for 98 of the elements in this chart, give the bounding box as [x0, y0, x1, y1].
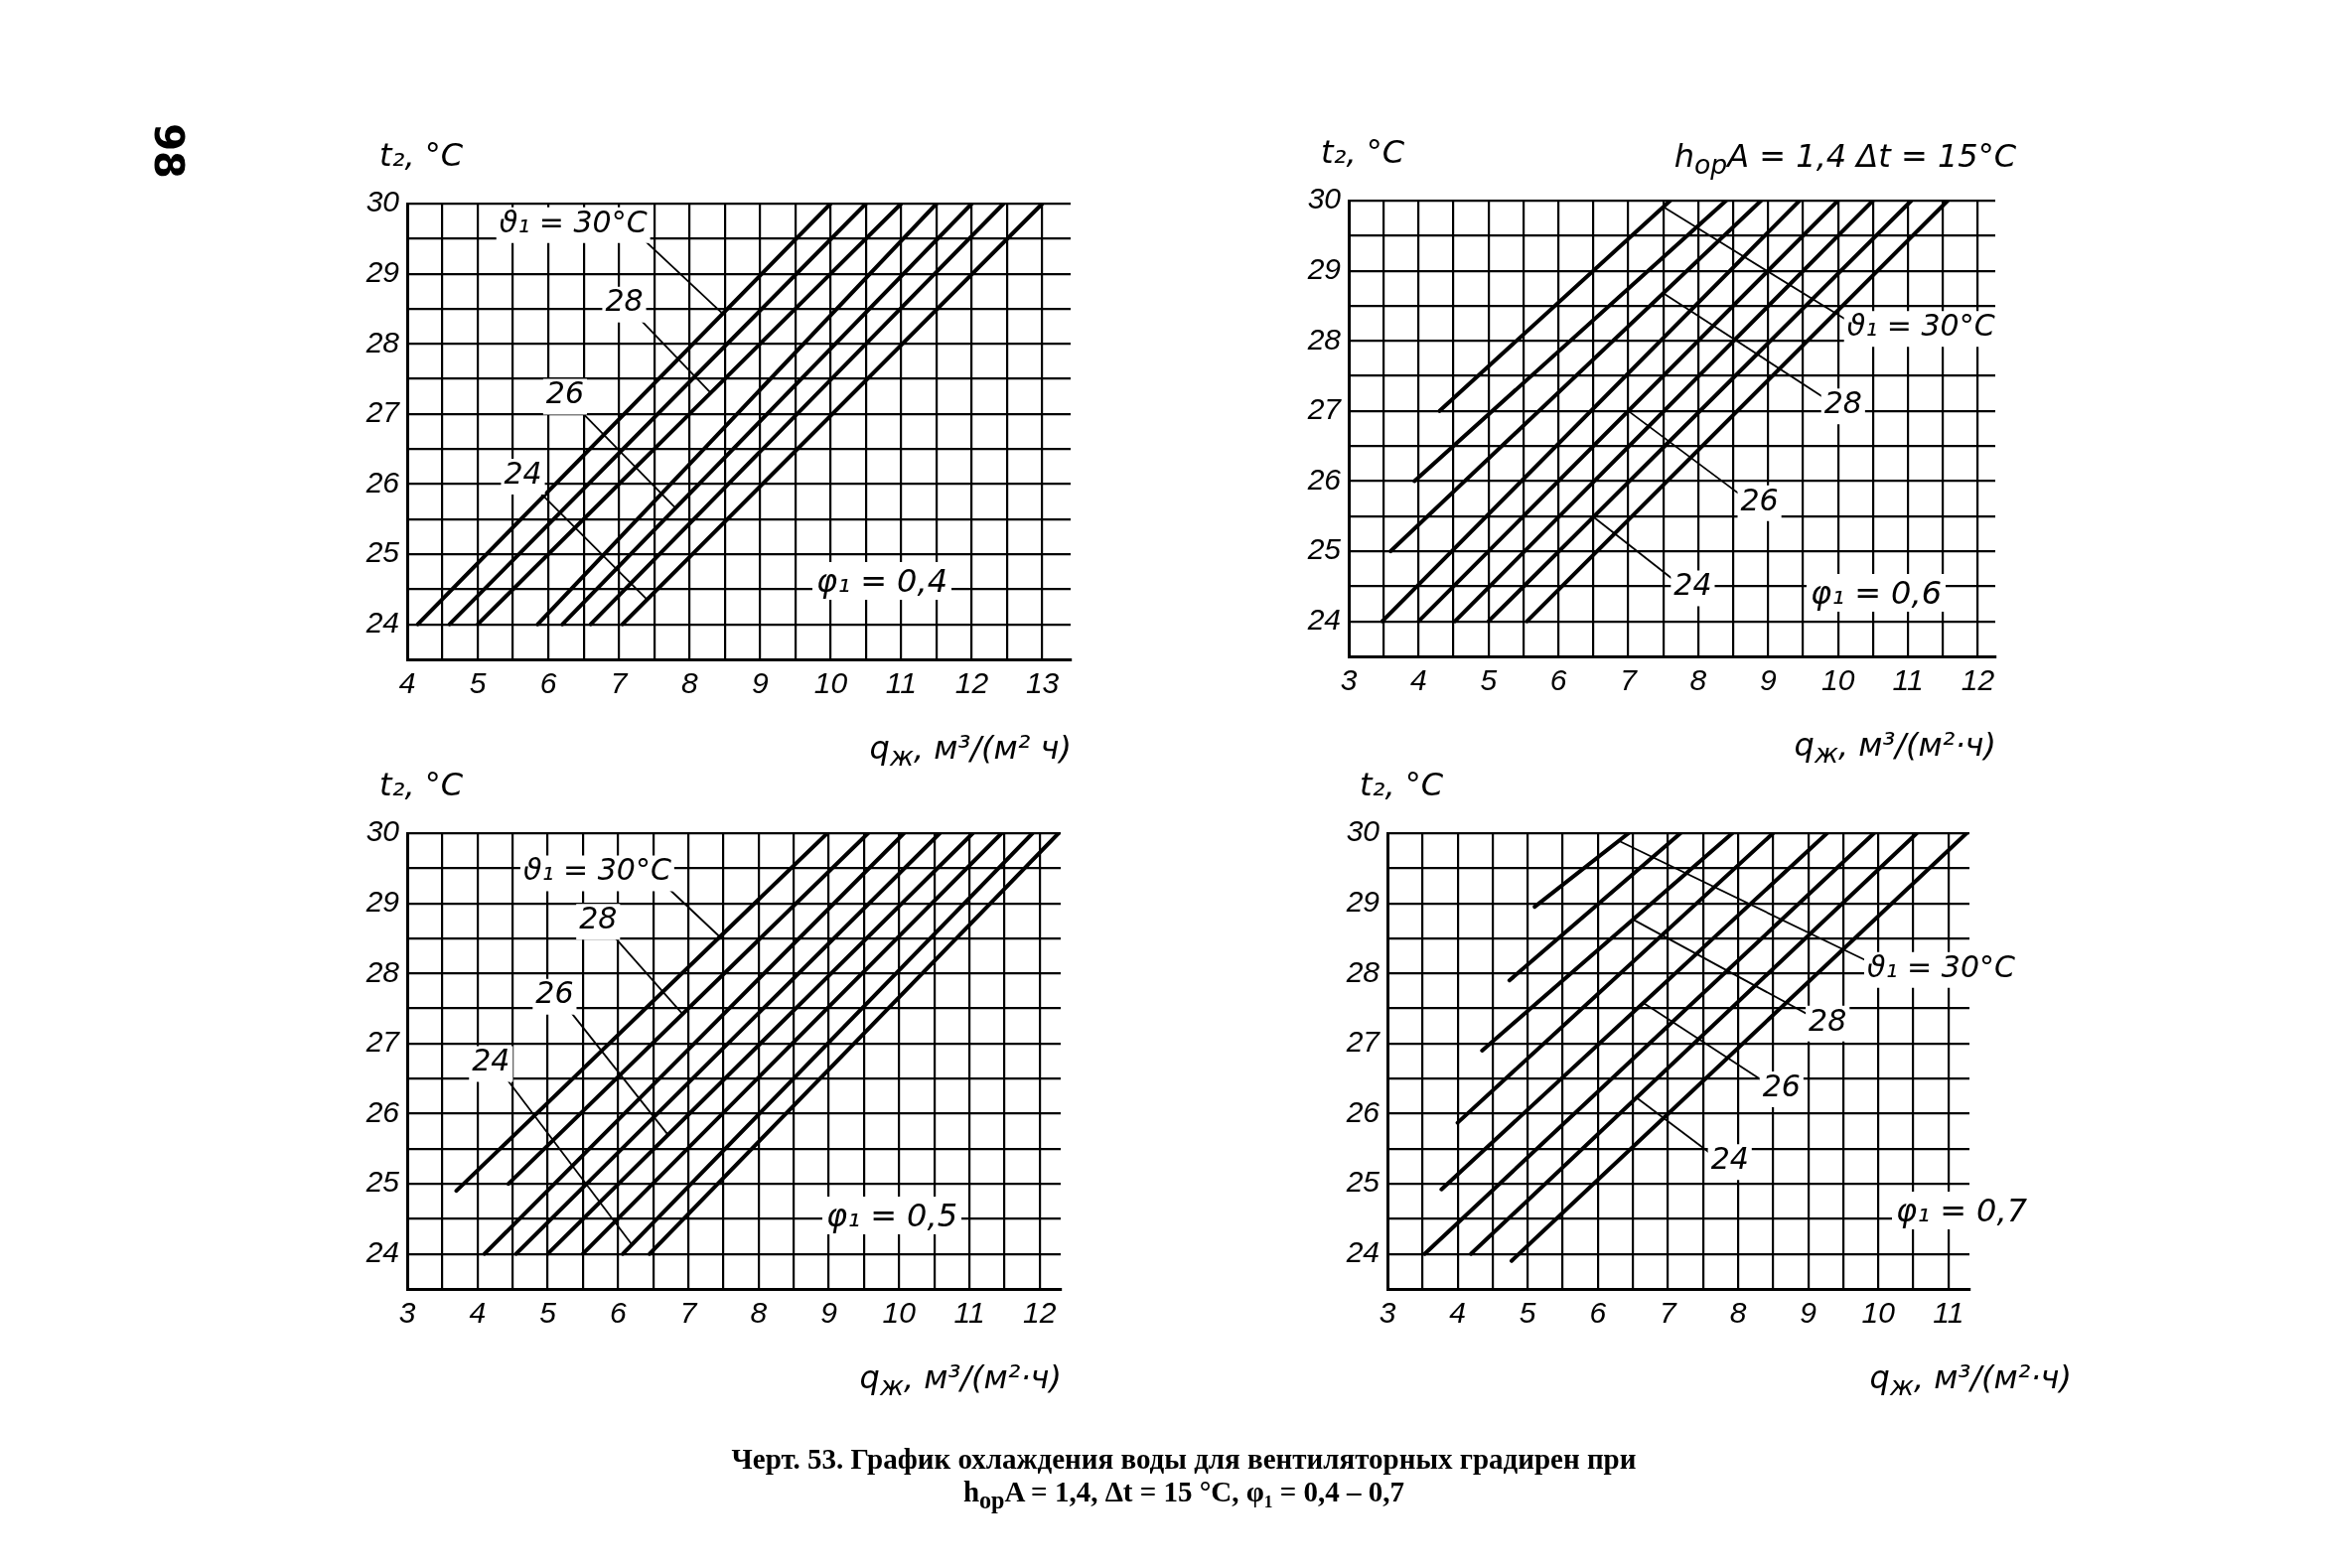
y-tick-label: 27 [364, 395, 401, 429]
y-tick-label: 26 [364, 465, 400, 499]
y-tick-label: 24 [1345, 1235, 1380, 1269]
x-tick-label: 8 [750, 1296, 768, 1330]
x-tick-label: 10 [1820, 663, 1855, 697]
annotation: 28 [579, 900, 618, 935]
text: h$_{ор}$A = 1,4 Δt = 15°C [1670, 137, 2020, 181]
y-axis-title: t₂, °C [1317, 133, 1409, 171]
y-tick-label: 28 [364, 325, 400, 358]
x-tick-label: 4 [1449, 1296, 1466, 1330]
x-tick-label: 10 [813, 666, 848, 700]
annotation: φ₁ = 0,5 [822, 1197, 961, 1234]
x-tick-label: 9 [820, 1296, 838, 1330]
y-tick-label: 25 [1306, 532, 1342, 566]
x-tick-label: 7 [679, 1296, 698, 1330]
annotation: 24 [472, 1043, 510, 1078]
x-tick-label: 11 [885, 666, 918, 700]
x-tick-label: 9 [1800, 1296, 1817, 1330]
x-axis-title: q$_{ж}$, м³/(м²·ч) [1790, 725, 2000, 769]
y-tick-label: 30 [365, 814, 400, 848]
x-tick-label: 12 [1023, 1296, 1057, 1330]
y-tick-label: 30 [1307, 182, 1342, 215]
y-tick-label: 28 [1345, 954, 1380, 988]
x-tick-label: 6 [539, 666, 557, 700]
y-tick-label: 29 [364, 884, 400, 918]
annotation: 28 [1809, 1002, 1847, 1038]
annotation: ϑ₁ = 30°C [1846, 308, 1995, 344]
y-tick-label: 30 [365, 185, 400, 218]
annotation: 24 [1673, 567, 1712, 603]
y-axis-title: t₂, °C [375, 766, 468, 803]
y-tick-label: 26 [364, 1094, 400, 1128]
annotation: 26 [535, 975, 574, 1011]
x-tick-label: 10 [1861, 1296, 1896, 1330]
y-axis-title: t₂, °C [1356, 766, 1448, 803]
x-axis-title: q$_{ж}$, м³/(м²·ч) [1865, 1357, 2076, 1401]
y-tick-label: 28 [364, 954, 400, 988]
x-tick-label: 11 [1933, 1296, 1964, 1330]
y-tick-label: 27 [364, 1025, 401, 1059]
x-tick-label: 7 [1620, 663, 1639, 697]
y-axis-title: t₂, °C [375, 136, 468, 174]
x-tick-label: 9 [751, 666, 769, 700]
annotation: 26 [1762, 1068, 1801, 1103]
x-tick-label: 6 [1549, 663, 1567, 697]
y-tick-label: 26 [1306, 462, 1342, 496]
text: 98 [145, 119, 192, 183]
x-tick-label: 3 [1379, 1296, 1396, 1330]
annotation: 24 [1710, 1141, 1749, 1177]
y-tick-label: 24 [1306, 603, 1341, 637]
x-tick-label: 3 [1340, 663, 1358, 697]
annotation: 24 [504, 455, 542, 491]
x-tick-label: 4 [469, 1296, 487, 1330]
y-tick-label: 24 [364, 606, 399, 640]
x-tick-label: 3 [398, 1296, 416, 1330]
y-tick-label: 25 [364, 1165, 400, 1199]
x-tick-label: 10 [882, 1296, 917, 1330]
x-tick-label: 5 [469, 666, 487, 700]
y-tick-label: 29 [1306, 251, 1342, 285]
annotation: φ₁ = 0,4 [812, 562, 951, 600]
x-tick-label: 5 [539, 1296, 557, 1330]
x-tick-label: 8 [1729, 1296, 1747, 1330]
annotation: ϑ₁ = 30°C [1866, 948, 2015, 984]
annotation: 26 [545, 375, 585, 411]
x-tick-label: 6 [609, 1296, 627, 1330]
x-tick-label: 11 [1892, 663, 1924, 697]
x-tick-label: 7 [610, 666, 629, 700]
x-tick-label: 12 [1961, 663, 1995, 697]
x-axis-title: q$_{ж}$, м³/(м²·ч) [855, 1357, 1066, 1401]
annotation: ϑ₁ = 30°C [522, 852, 671, 888]
text: Черт. 53. График охлаждения воды для вентиляторных градирен при h$_{ор}$A = 1,4, Δt = 15 °C, φ₁ = 0,4 – 0,7 [713, 1443, 1655, 1514]
y-tick-label: 26 [1345, 1094, 1380, 1128]
y-tick-label: 29 [364, 254, 400, 288]
y-tick-label: 27 [1345, 1025, 1381, 1059]
y-tick-label: 24 [364, 1235, 399, 1269]
y-tick-label: 28 [1306, 322, 1342, 356]
annotation: φ₁ = 0,6 [1807, 574, 1946, 612]
x-tick-label: 6 [1589, 1296, 1607, 1330]
x-tick-label: 4 [398, 666, 416, 700]
x-tick-label: 5 [1480, 663, 1498, 697]
x-tick-label: 13 [1025, 666, 1060, 700]
x-tick-label: 9 [1759, 663, 1777, 697]
annotation: 26 [1740, 482, 1779, 517]
x-tick-label: 12 [954, 666, 989, 700]
annotation: ϑ₁ = 30°C [499, 204, 648, 239]
x-tick-label: 4 [1410, 663, 1427, 697]
annotation: 28 [1823, 385, 1862, 421]
y-tick-label: 25 [1345, 1165, 1380, 1199]
x-tick-label: 5 [1519, 1296, 1536, 1330]
x-tick-label: 7 [1660, 1296, 1678, 1330]
y-tick-label: 30 [1346, 814, 1380, 848]
annotation: 28 [605, 283, 644, 319]
annotation: φ₁ = 0,7 [1892, 1192, 2031, 1229]
x-axis-title: q$_{ж}$, м³/(м² ч) [865, 728, 1076, 772]
x-tick-label: 11 [953, 1296, 985, 1330]
x-tick-label: 8 [680, 666, 698, 700]
y-tick-label: 25 [364, 535, 400, 569]
x-tick-label: 8 [1689, 663, 1707, 697]
y-tick-label: 29 [1345, 884, 1380, 918]
y-tick-label: 27 [1306, 392, 1343, 426]
